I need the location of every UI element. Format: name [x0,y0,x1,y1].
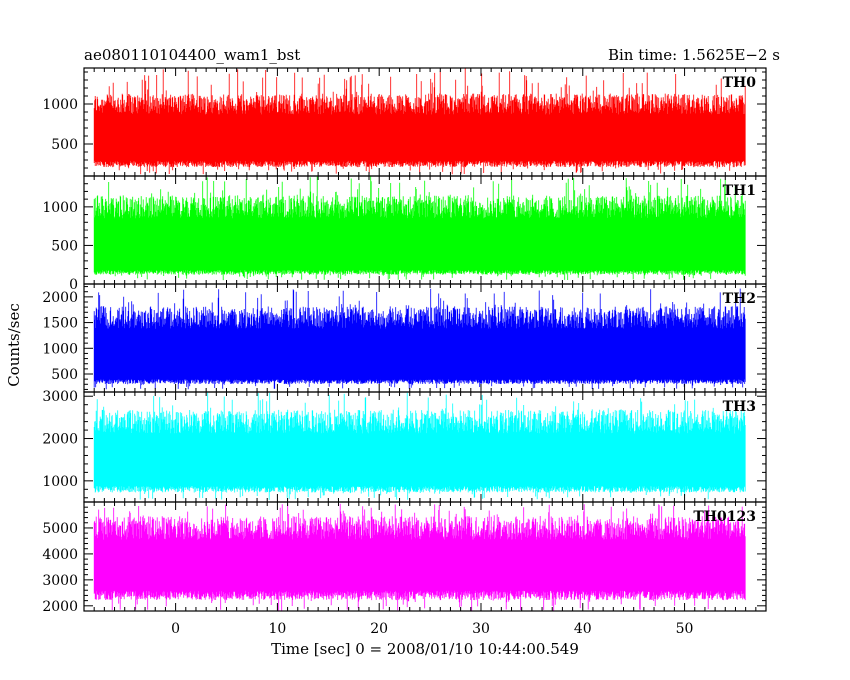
panel-label: TH0 [723,75,757,91]
series-th0 [93,68,746,175]
y-tick-label: 500 [51,367,78,383]
panel-th0: 500 1000 TH0 [42,67,767,177]
panel-th2: 500 1000 1500 2000 TH2 [42,283,767,393]
y-tick-label: 500 [51,238,78,254]
y-tick-label: 1000 [42,97,78,113]
y-tick-label: 2000 [42,599,78,615]
series-th0123 [93,503,746,611]
panel-th0123: 2000 3000 4000 5000 TH0123 [42,501,767,615]
y-tick-label: 1000 [42,341,78,357]
panel-label: TH2 [723,291,756,307]
y-tick-label: 0 [69,277,78,293]
panel-th1: 0 500 1000 TH1 [42,175,767,293]
x-axis: 0 10 20 30 40 50 [171,621,693,637]
x-tick-label: 30 [472,621,490,637]
y-tick-label: 1000 [42,200,78,216]
panel-th3: 1000 2000 3000 TH3 [42,389,767,503]
y-tick-label: 3000 [42,573,78,589]
x-tick-label: 0 [171,621,180,637]
y-tick-label: 2000 [42,432,78,448]
y-axis-label: Counts/sec [5,303,23,387]
series-th1 [93,176,746,281]
chart-title-left: ae080110104400_wam1_bst [84,46,300,64]
panels-group: 500 1000 TH0 0 500 1000 TH1 500 1000 1500 2000 TH2 1… [42,67,767,615]
x-tick-label: 20 [370,621,388,637]
x-tick-label: 50 [676,621,694,637]
series-th2 [93,288,746,390]
panel-label: TH3 [723,399,756,415]
y-tick-label: 3000 [42,389,78,405]
y-tick-label: 500 [51,137,78,153]
x-tick-label: 10 [268,621,286,637]
y-tick-label: 1000 [42,474,78,490]
panel-label: TH1 [723,183,756,199]
y-tick-label: 1500 [42,316,78,332]
chart-title-right: Bin time: 1.5625E−2 s [608,46,780,64]
y-tick-label: 5000 [42,521,78,537]
x-axis-label: Time [sec] 0 = 2008/01/10 10:44:00.549 [271,640,579,658]
panel-label: TH0123 [693,509,756,525]
y-tick-label: 2000 [42,290,78,306]
y-tick-label: 4000 [42,547,78,563]
x-tick-label: 40 [574,621,592,637]
series-th3 [93,392,746,500]
panel-frame [83,501,767,612]
